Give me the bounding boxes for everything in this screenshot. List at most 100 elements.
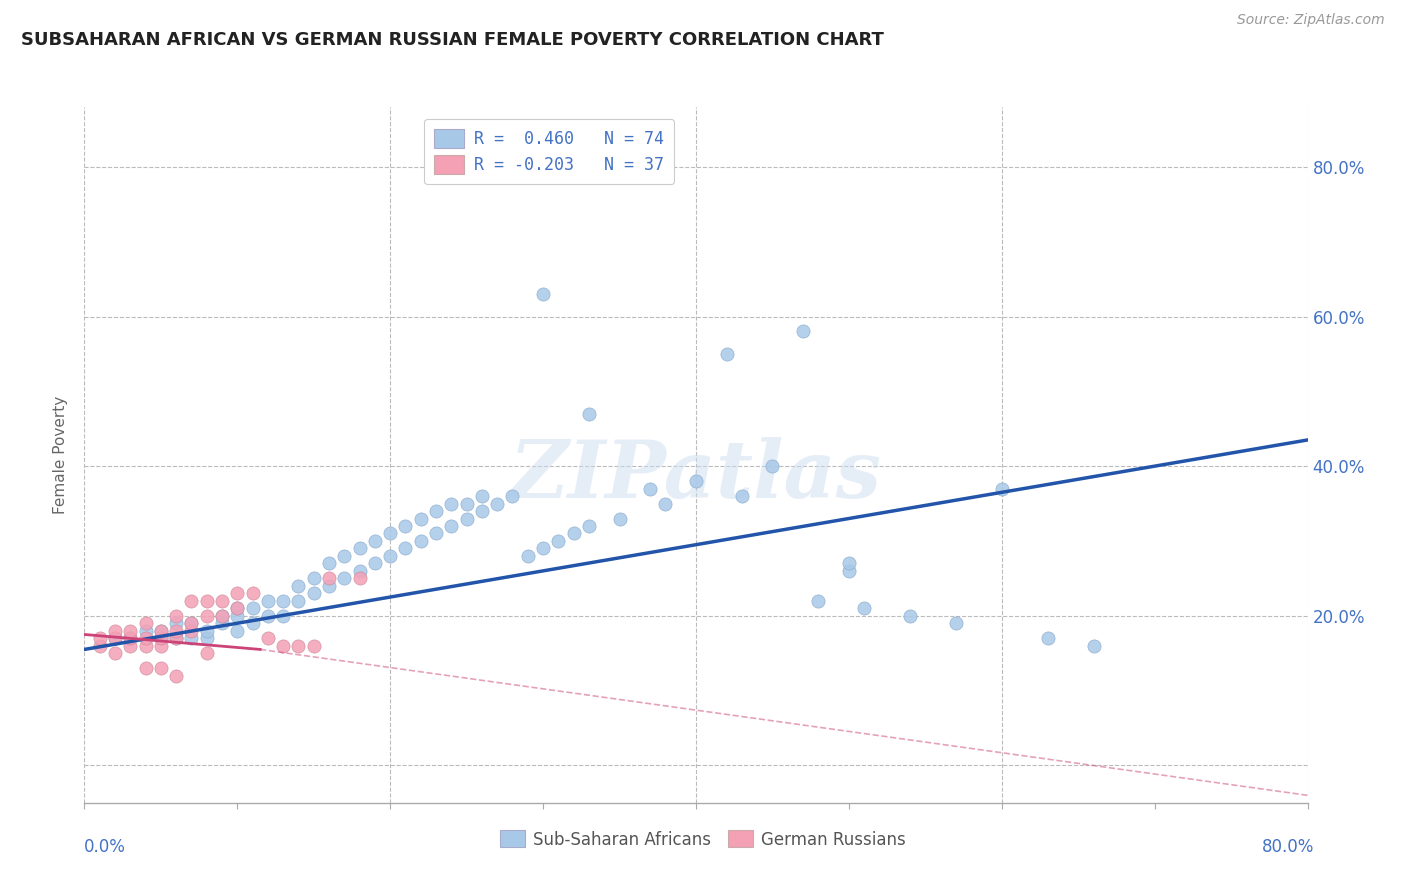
Point bbox=[409, 533, 432, 548]
Point bbox=[242, 616, 264, 631]
Point bbox=[226, 601, 249, 615]
Text: ZIPatlas: ZIPatlas bbox=[510, 437, 882, 515]
Point bbox=[349, 571, 371, 585]
Point bbox=[318, 579, 340, 593]
Point bbox=[287, 639, 309, 653]
Point bbox=[578, 407, 600, 421]
Point bbox=[135, 639, 157, 653]
Point bbox=[226, 624, 249, 638]
Point bbox=[609, 511, 631, 525]
Point bbox=[165, 668, 187, 682]
Point bbox=[792, 325, 814, 339]
Point bbox=[425, 526, 447, 541]
Point bbox=[165, 631, 187, 645]
Legend: R =  0.460   N = 74, R = -0.203   N = 37: R = 0.460 N = 74, R = -0.203 N = 37 bbox=[425, 119, 675, 184]
Point bbox=[425, 504, 447, 518]
Point bbox=[149, 624, 172, 638]
Point bbox=[149, 661, 172, 675]
Point bbox=[318, 571, 340, 585]
Point bbox=[838, 564, 860, 578]
Point bbox=[685, 474, 707, 488]
Point bbox=[333, 549, 356, 563]
Point bbox=[257, 608, 280, 623]
Point bbox=[165, 631, 187, 645]
Point bbox=[135, 661, 157, 675]
Point bbox=[440, 519, 463, 533]
Point bbox=[333, 571, 356, 585]
Point bbox=[318, 557, 340, 571]
Point bbox=[394, 541, 416, 556]
Point bbox=[471, 489, 494, 503]
Point bbox=[89, 631, 111, 645]
Point bbox=[471, 504, 494, 518]
Point bbox=[120, 631, 142, 645]
Point bbox=[120, 624, 142, 638]
Point bbox=[547, 533, 569, 548]
Point bbox=[104, 646, 127, 660]
Point bbox=[380, 549, 402, 563]
Point bbox=[104, 631, 127, 645]
Point bbox=[195, 594, 218, 608]
Point bbox=[271, 594, 294, 608]
Point bbox=[180, 616, 202, 631]
Point bbox=[149, 631, 172, 645]
Point bbox=[409, 511, 432, 525]
Text: SUBSAHARAN AFRICAN VS GERMAN RUSSIAN FEMALE POVERTY CORRELATION CHART: SUBSAHARAN AFRICAN VS GERMAN RUSSIAN FEM… bbox=[21, 31, 884, 49]
Point bbox=[1083, 639, 1105, 653]
Point bbox=[287, 594, 309, 608]
Point bbox=[349, 541, 371, 556]
Point bbox=[195, 608, 218, 623]
Point bbox=[180, 631, 202, 645]
Text: 80.0%: 80.0% bbox=[1263, 838, 1315, 856]
Point bbox=[456, 497, 478, 511]
Point bbox=[195, 624, 218, 638]
Point bbox=[195, 631, 218, 645]
Point bbox=[104, 631, 127, 645]
Point bbox=[456, 511, 478, 525]
Point bbox=[180, 616, 202, 631]
Point bbox=[578, 519, 600, 533]
Legend: Sub-Saharan Africans, German Russians: Sub-Saharan Africans, German Russians bbox=[492, 822, 914, 857]
Point bbox=[638, 482, 661, 496]
Point bbox=[531, 287, 554, 301]
Point bbox=[440, 497, 463, 511]
Point bbox=[302, 639, 325, 653]
Point bbox=[380, 526, 402, 541]
Point bbox=[135, 616, 157, 631]
Point bbox=[149, 631, 172, 645]
Point bbox=[211, 594, 233, 608]
Point bbox=[242, 586, 264, 600]
Point bbox=[257, 594, 280, 608]
Point bbox=[120, 631, 142, 645]
Point bbox=[211, 608, 233, 623]
Point bbox=[89, 639, 111, 653]
Point bbox=[180, 624, 202, 638]
Point bbox=[807, 594, 830, 608]
Point bbox=[242, 601, 264, 615]
Point bbox=[271, 608, 294, 623]
Point bbox=[486, 497, 509, 511]
Point bbox=[349, 564, 371, 578]
Point bbox=[394, 519, 416, 533]
Point bbox=[761, 459, 783, 474]
Point bbox=[302, 586, 325, 600]
Point bbox=[211, 616, 233, 631]
Point bbox=[180, 594, 202, 608]
Point bbox=[1036, 631, 1059, 645]
Point bbox=[165, 624, 187, 638]
Point bbox=[271, 639, 294, 653]
Point bbox=[898, 608, 921, 623]
Point bbox=[364, 533, 387, 548]
Point bbox=[135, 624, 157, 638]
Point bbox=[287, 579, 309, 593]
Point bbox=[149, 624, 172, 638]
Point bbox=[149, 639, 172, 653]
Point bbox=[226, 608, 249, 623]
Point bbox=[562, 526, 585, 541]
Point bbox=[853, 601, 876, 615]
Point bbox=[120, 639, 142, 653]
Point bbox=[654, 497, 676, 511]
Point bbox=[165, 608, 187, 623]
Point bbox=[302, 571, 325, 585]
Text: 0.0%: 0.0% bbox=[84, 838, 127, 856]
